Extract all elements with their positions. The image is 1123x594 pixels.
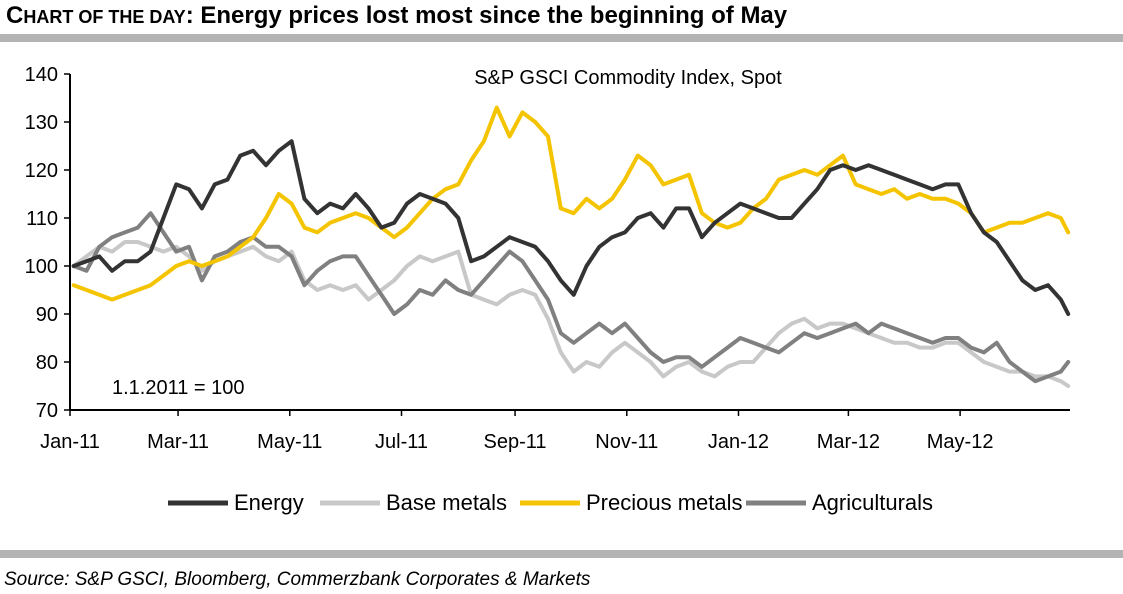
- x-tick-label: Sep-11: [484, 431, 547, 453]
- series-line-agriculturals: [71, 211, 1071, 384]
- legend-label-base-metals: Base metals: [386, 490, 507, 515]
- y-tick-label: 80: [36, 352, 58, 374]
- chart-header-title: Chart of the day: Energy prices lost mos…: [6, 2, 787, 30]
- x-tick-label: Mar-11: [147, 431, 209, 453]
- axes: 70 80 90 100 110 120 130 140 Jan-11 Mar-11 May-11 J…: [25, 64, 1070, 453]
- legend-label-agriculturals: Agriculturals: [812, 490, 933, 515]
- base-note: 1.1.2011 = 100: [112, 377, 245, 399]
- y-tick-label: 90: [36, 304, 58, 326]
- title-prefix-initial: C: [6, 2, 24, 29]
- y-tick-label: 130: [25, 112, 58, 134]
- top-divider: [0, 34, 1123, 42]
- series-lines: [71, 105, 1071, 388]
- source-note: Source: S&P GSCI, Bloomberg, Commerzbank…: [4, 569, 591, 590]
- series-line-precious-metals: [71, 105, 1071, 302]
- x-tick-label: Mar-12: [817, 431, 880, 453]
- y-tick-label: 120: [25, 160, 58, 182]
- y-tick-label: 140: [25, 64, 58, 86]
- legend-label-precious-metals: Precious metals: [586, 490, 743, 515]
- y-tick-label: 70: [36, 400, 58, 422]
- chart-title: S&P GSCI Commodity Index, Spot: [474, 67, 782, 89]
- bottom-divider: [0, 550, 1123, 558]
- x-tick-label: Jul-11: [375, 431, 428, 453]
- y-tick-label: 100: [25, 256, 58, 278]
- series-line-energy: [71, 139, 1071, 316]
- legend: Energy Base metals Precious metals Agricult…: [168, 490, 933, 515]
- title-prefix-rest: hart of the day: [23, 7, 186, 27]
- y-tick-label: 110: [26, 208, 58, 230]
- x-tick-label: Nov-11: [595, 431, 658, 453]
- series-line-base-metals: [71, 240, 1071, 388]
- legend-label-energy: Energy: [234, 490, 304, 515]
- x-tick-label: May-12: [927, 431, 994, 453]
- x-tick-label: Jan-12: [708, 431, 769, 453]
- x-tick-label: Jan-11: [40, 431, 100, 453]
- title-main: : Energy prices lost most since the begi…: [185, 2, 788, 29]
- x-tick-label: May-11: [257, 431, 322, 453]
- chart-area: 70 80 90 100 110 120 130 140 Jan-11 Mar-11 May-11 J…: [25, 64, 1071, 515]
